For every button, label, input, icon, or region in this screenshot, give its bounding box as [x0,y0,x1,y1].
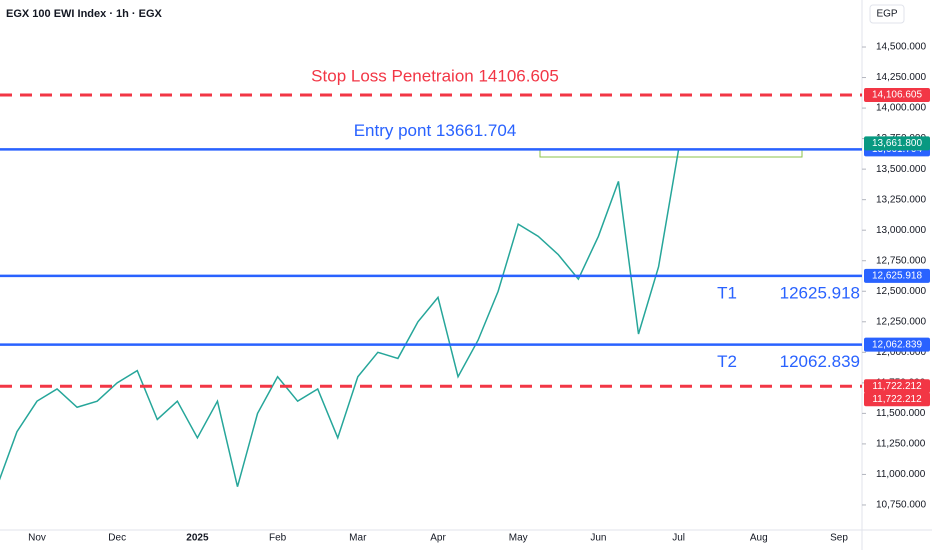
x-tick-label: Sep [830,533,848,544]
level-name: T1 [717,283,737,302]
level-text: Entry pont 13661.704 [354,121,517,140]
x-tick-label: Dec [108,533,126,544]
y-tick-label: 11,000.000 [876,469,926,480]
price-line [0,149,680,487]
y-tick-label: 13,000.000 [876,225,926,236]
x-tick-label: Mar [349,533,367,544]
chart-title: EGX 100 EWI Index · 1h · EGX [6,8,163,20]
x-tick-label: 2025 [186,533,209,544]
price-tag [864,392,930,407]
x-tick-label: Jul [672,533,685,544]
x-tick-label: Nov [28,533,46,544]
y-tick-label: 14,000.000 [876,103,926,114]
x-tick-label: Aug [750,533,768,544]
price-tag-label: 12,062.839 [872,339,922,350]
level-name: T2 [717,352,737,371]
x-tick-label: Feb [269,533,287,544]
price-tag [864,88,930,103]
x-tick-label: Jun [590,533,606,544]
y-tick-label: 12,500.000 [876,286,926,297]
y-tick-label: 12,750.000 [876,255,926,266]
price-tag [864,268,930,283]
level-text: 12625.918 [780,283,860,302]
y-tick-label: 12,000.000 [876,347,926,358]
price-tag [864,337,930,352]
price-tag-label: 12,625.918 [872,271,922,282]
y-tick-label: 10,750.000 [876,500,926,511]
price-tag-label: 11,722.212 [872,381,922,392]
y-tick-label: 11,500.000 [876,408,926,419]
y-tick-label: 12,250.000 [876,316,926,327]
last-price-label: 13,661.800 [872,138,922,149]
level-text: Stop Loss Penetraion 14106.605 [311,67,559,86]
x-tick-label: Apr [430,533,446,544]
currency: EGP [876,9,897,20]
x-tick-label: May [509,533,528,544]
y-tick-label: 13,250.000 [876,194,926,205]
y-tick-label: 14,250.000 [876,72,926,83]
y-tick-label: 14,500.000 [876,42,926,53]
price-tag [864,379,930,394]
y-tick-label: 13,500.000 [876,164,926,175]
last-price-tag [864,136,930,151]
currency-box[interactable] [869,4,905,24]
level-text: 12062.839 [780,352,860,371]
price-tag-label: 11,722.212 [872,394,922,405]
price-tag-label: 14,106.605 [872,90,922,101]
y-tick-label: 11,250.000 [876,439,926,450]
